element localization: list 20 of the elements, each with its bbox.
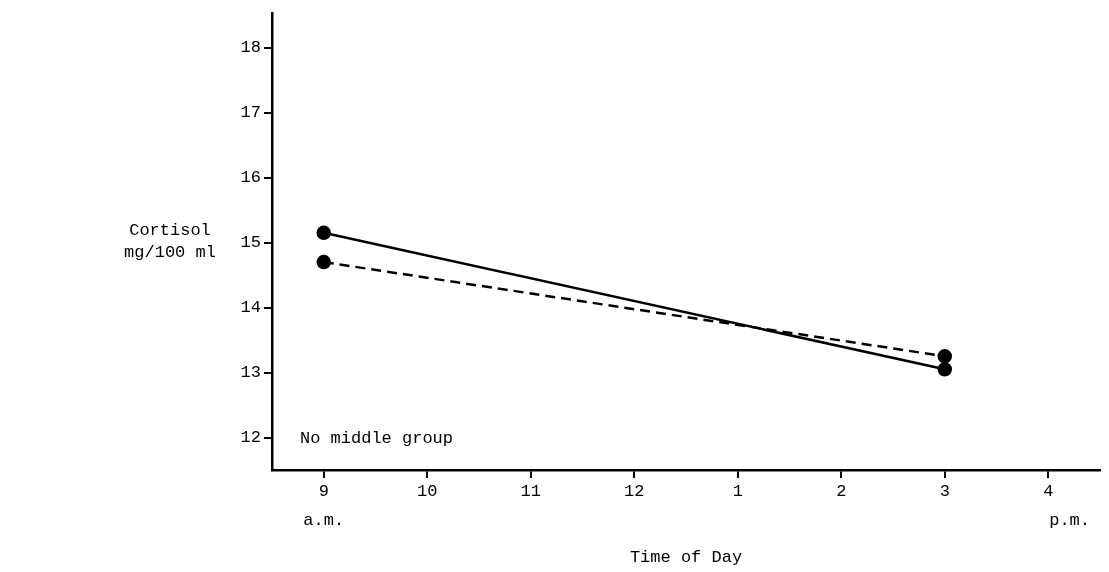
annotation: No middle group [300, 428, 454, 448]
y-tick-label: 15 [240, 233, 261, 253]
x-tick-label: 12 [624, 481, 645, 501]
x-tick-label: 3 [939, 481, 950, 501]
y-tick-label: 17 [240, 103, 261, 123]
x-tick-label: 11 [520, 481, 541, 501]
y-tick-label: 12 [240, 428, 261, 448]
y-tick-label: 13 [240, 363, 261, 383]
text: p.m. [1049, 510, 1090, 530]
x-tick-label: 1 [732, 481, 743, 501]
y-tick-label: 16 [240, 168, 261, 188]
y-tick-label: 14 [240, 298, 261, 318]
x-axis-title: Time of Day [629, 548, 743, 568]
x-tick-label: 10 [417, 481, 438, 501]
text: a.m. [303, 510, 345, 530]
y-tick-label: 18 [240, 38, 261, 58]
x-tick-label: 2 [836, 481, 847, 501]
y-axis-title: Cortisol mg/100 ml [124, 221, 216, 263]
x-tick-label: 9 [318, 481, 329, 501]
x-tick-label: 4 [1043, 481, 1054, 501]
